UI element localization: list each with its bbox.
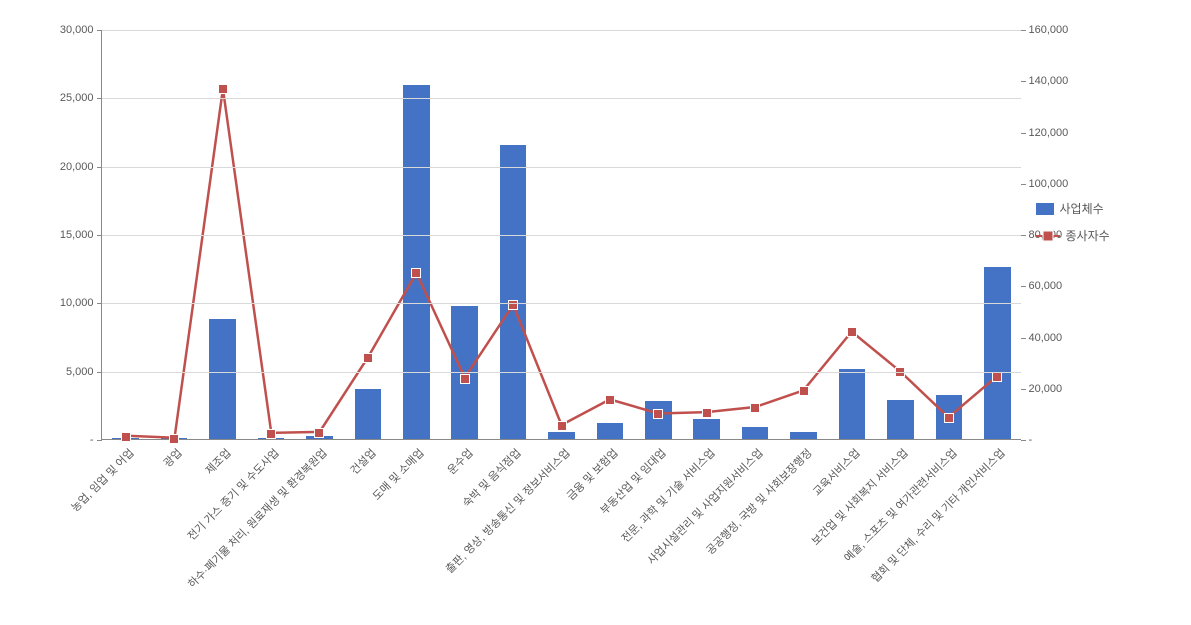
y-tick-left: 5,000 [66,366,94,378]
y-tick-right: - [1029,434,1033,446]
x-axis-label: 건설업 [346,445,379,478]
y-tick-left: 20,000 [60,161,94,173]
x-axis-label: 농업, 임업 및 어업 [67,445,137,515]
line-marker [266,429,276,439]
line-marker [314,428,324,438]
gridline [102,167,1021,168]
tick-mark-left [97,98,102,99]
line-marker [460,374,470,384]
line-marker [218,84,228,94]
tick-mark-left [97,167,102,168]
y-tick-right: 160,000 [1029,24,1069,36]
line-marker [508,300,518,310]
legend-swatch-line [1036,230,1060,242]
y-tick-right: 120,000 [1029,127,1069,139]
tick-mark-right [1021,338,1026,339]
x-axis-label: 운수업 [443,445,476,478]
plot-area: -5,00010,00015,00020,00025,00030,000-20,… [101,30,1021,440]
line-marker [363,353,373,363]
legend-swatch-bar [1036,203,1054,215]
gridline [102,98,1021,99]
line-marker [799,386,809,396]
tick-mark-right [1021,81,1026,82]
line-marker [750,403,760,413]
legend: 사업체수 종사자수 [1036,200,1110,254]
y-tick-left: 30,000 [60,24,94,36]
y-tick-right: 20,000 [1029,383,1063,395]
line-marker [411,268,421,278]
y-tick-right: 40,000 [1029,332,1063,344]
line-marker [557,421,567,431]
gridline [102,303,1021,304]
gridline [102,235,1021,236]
y-tick-left: - [90,434,94,446]
y-tick-left: 10,000 [60,297,94,309]
line-marker [169,434,179,444]
legend-label-line: 종사자수 [1066,227,1110,244]
y-tick-right: 140,000 [1029,75,1069,87]
line-marker [653,409,663,419]
line-marker [605,395,615,405]
y-tick-left: 25,000 [60,92,94,104]
x-axis-label: 광업 [160,445,186,471]
tick-mark-right [1021,440,1026,441]
chart-container: - 5,000 10,000 15,000 20,000 25,000 30,000 - 20,… [21,20,1171,605]
line-marker [121,432,131,442]
tick-mark-right [1021,286,1026,287]
tick-mark-left [97,303,102,304]
tick-mark-right [1021,30,1026,31]
line-marker [702,408,712,418]
tick-mark-left [97,235,102,236]
legend-item-line: 종사자수 [1036,227,1110,244]
line-series [126,89,997,438]
line-marker [944,413,954,423]
y-tick-right: 60,000 [1029,280,1063,292]
legend-item-bar: 사업체수 [1036,200,1110,217]
tick-mark-left [97,440,102,441]
x-axis-label: 전기 가스 증기 및 수도사업 [184,445,283,544]
tick-mark-right [1021,235,1026,236]
tick-mark-right [1021,389,1026,390]
x-axis-label: 제조업 [201,445,234,478]
tick-mark-right [1021,133,1026,134]
gridline [102,372,1021,373]
line-marker [847,327,857,337]
tick-mark-left [97,372,102,373]
line-marker [992,372,1002,382]
y-tick-left: 15,000 [60,229,94,241]
gridline [102,30,1021,31]
tick-mark-left [97,30,102,31]
legend-label-bar: 사업체수 [1060,200,1104,217]
y-tick-right: 100,000 [1029,178,1069,190]
tick-mark-right [1021,184,1026,185]
